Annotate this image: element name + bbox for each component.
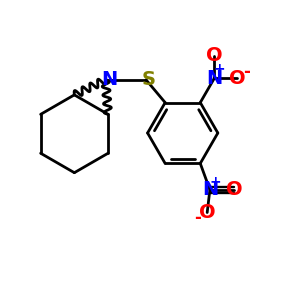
Text: -: - (243, 63, 250, 81)
Text: N: N (102, 70, 118, 89)
Text: S: S (142, 70, 156, 89)
Text: -: - (194, 209, 201, 227)
Text: O: O (199, 203, 215, 222)
Text: +: + (209, 175, 221, 189)
Text: +: + (214, 62, 226, 76)
Text: O: O (226, 180, 242, 199)
Text: O: O (229, 69, 245, 88)
Text: N: N (206, 69, 222, 88)
Text: O: O (206, 46, 223, 65)
Text: N: N (202, 180, 218, 199)
